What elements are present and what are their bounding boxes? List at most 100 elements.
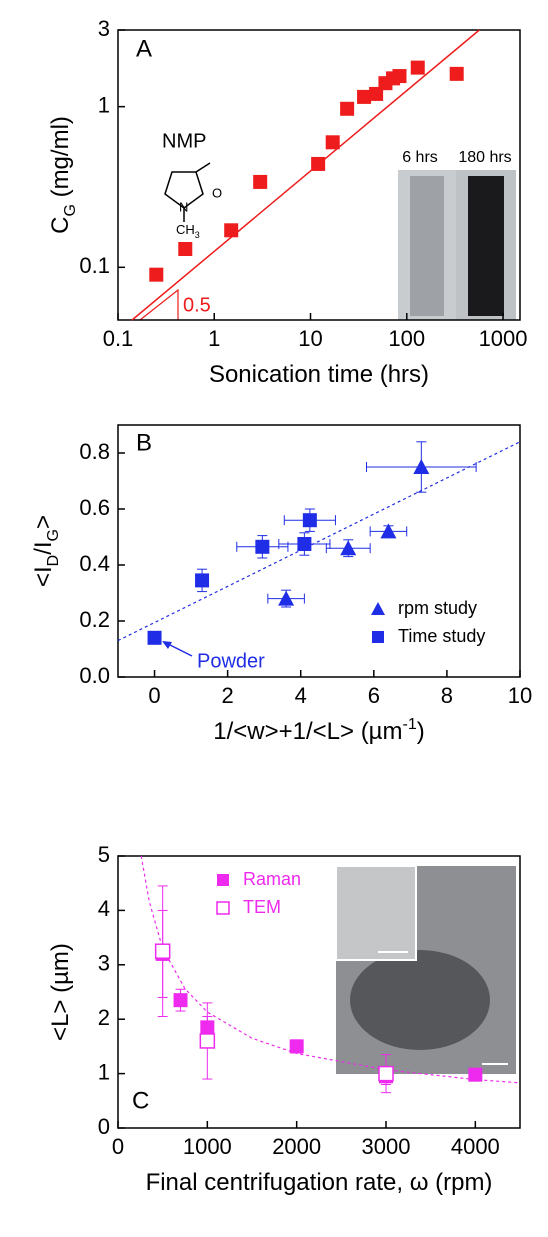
y-tick-label: 0.8 xyxy=(79,439,110,464)
x-tick-label: 0 xyxy=(148,683,160,708)
molecule-atom: CH3 xyxy=(176,222,200,240)
y-tick-label: 3 xyxy=(98,16,110,41)
y-tick-label: 5 xyxy=(98,842,110,867)
y-tick-label: 4 xyxy=(98,896,110,921)
legend-label: rpm study xyxy=(398,598,477,618)
x-axis-title-part: 1/<w>+1/<L> (µm xyxy=(213,718,402,745)
fit-line xyxy=(131,29,480,321)
marker xyxy=(392,69,407,84)
x-tick-label: 4000 xyxy=(451,1134,500,1159)
legend-marker xyxy=(371,602,385,615)
panel-label: B xyxy=(136,429,152,456)
y-axis-title-part: <L> (µm) xyxy=(47,943,74,1041)
marker xyxy=(302,513,317,528)
marker xyxy=(410,60,425,75)
x-tick-label: 0 xyxy=(112,1134,124,1159)
x-tick-label: 6 xyxy=(368,683,380,708)
marker xyxy=(357,89,372,104)
marker xyxy=(199,1033,216,1049)
legend-label: Time study xyxy=(398,626,485,646)
fit-line xyxy=(140,855,521,1084)
marker xyxy=(253,174,268,189)
y-axis-title-part: /I xyxy=(30,541,57,554)
y-axis-title-part: > xyxy=(30,515,57,529)
y-axis-title-part: G xyxy=(62,204,79,216)
y-axis-title-part: <I xyxy=(30,566,57,587)
y-axis-title-part: C xyxy=(47,217,74,234)
legend-marker xyxy=(216,901,230,915)
tem-inset xyxy=(335,865,417,961)
marker xyxy=(173,993,188,1008)
fit-line xyxy=(117,441,521,642)
x-tick-label: 1000 xyxy=(183,1134,232,1159)
x-tick-label: 8 xyxy=(441,683,453,708)
legend-marker xyxy=(217,874,229,886)
marker xyxy=(413,459,430,474)
x-tick-label: 1000 xyxy=(479,326,528,351)
y-axis-title: <ID/IG> xyxy=(30,515,61,587)
legend-label: Raman xyxy=(243,869,301,889)
marker xyxy=(149,267,164,282)
y-tick-label: 0.6 xyxy=(79,495,110,520)
marker xyxy=(195,573,210,588)
legend-label: TEM xyxy=(243,897,281,917)
marker xyxy=(380,523,397,539)
plot-frame xyxy=(117,29,521,321)
molecule-ring xyxy=(164,171,204,209)
x-tick-label: 2000 xyxy=(272,1134,321,1159)
y-tick-label: 0.4 xyxy=(79,551,110,576)
x-axis-title-part: ) xyxy=(417,718,425,745)
molecule-atom: 3 xyxy=(195,230,200,240)
y-tick-label: 0.0 xyxy=(79,663,110,688)
photo-label: 6 hrs xyxy=(402,149,438,166)
photo-label: 180 hrs xyxy=(458,149,511,166)
molecule-bond xyxy=(195,162,211,173)
marker xyxy=(369,86,384,101)
photo-cuvette xyxy=(410,176,444,316)
slope-triangle xyxy=(139,288,179,321)
tem-flake xyxy=(350,950,490,1050)
x-tick-label: 0.1 xyxy=(103,326,134,351)
marker xyxy=(325,135,340,150)
marker xyxy=(449,66,464,81)
x-tick-label: 10 xyxy=(508,683,532,708)
marker xyxy=(147,630,162,645)
slope-label: 0.5 xyxy=(183,294,211,316)
x-axis-title-part: -1 xyxy=(403,716,417,733)
y-tick-label: 3 xyxy=(98,951,110,976)
marker xyxy=(468,1067,483,1082)
molecule-atom: N xyxy=(179,199,188,214)
molecule-atom: CH xyxy=(176,222,195,237)
plot-frame xyxy=(117,424,521,678)
marker xyxy=(154,943,171,959)
marker xyxy=(255,539,270,554)
y-tick-label: 1 xyxy=(98,92,110,117)
y-tick-label: 2 xyxy=(98,1005,110,1030)
x-axis-title-part: Final centrifugation rate, ω (rpm) xyxy=(146,1169,493,1196)
molecule-name: NMP xyxy=(162,130,206,152)
panel-label: C xyxy=(132,1087,149,1114)
marker xyxy=(297,537,312,551)
marker xyxy=(289,1039,304,1054)
marker xyxy=(378,1065,394,1082)
x-tick-label: 1 xyxy=(208,326,220,351)
x-tick-label: 4 xyxy=(295,683,307,708)
x-tick-label: 100 xyxy=(388,326,425,351)
x-tick-label: 3000 xyxy=(362,1134,411,1159)
annotation: Powder xyxy=(197,650,265,672)
annotation-arrowhead xyxy=(162,641,172,649)
x-tick-label: 2 xyxy=(222,683,234,708)
panel-label: A xyxy=(136,35,152,62)
y-tick-label: 1 xyxy=(98,1059,110,1084)
legend-marker xyxy=(372,631,384,643)
plot-frame xyxy=(117,855,521,1129)
photo-cuvette xyxy=(468,176,504,316)
marker xyxy=(224,223,239,238)
x-axis-title: 1/<w>+1/<L> (µm-1) xyxy=(213,716,425,746)
marker xyxy=(278,590,295,606)
y-tick-label: 0.2 xyxy=(79,607,110,632)
x-axis-title-part: Sonication time (hrs) xyxy=(209,361,429,388)
marker xyxy=(311,156,326,171)
